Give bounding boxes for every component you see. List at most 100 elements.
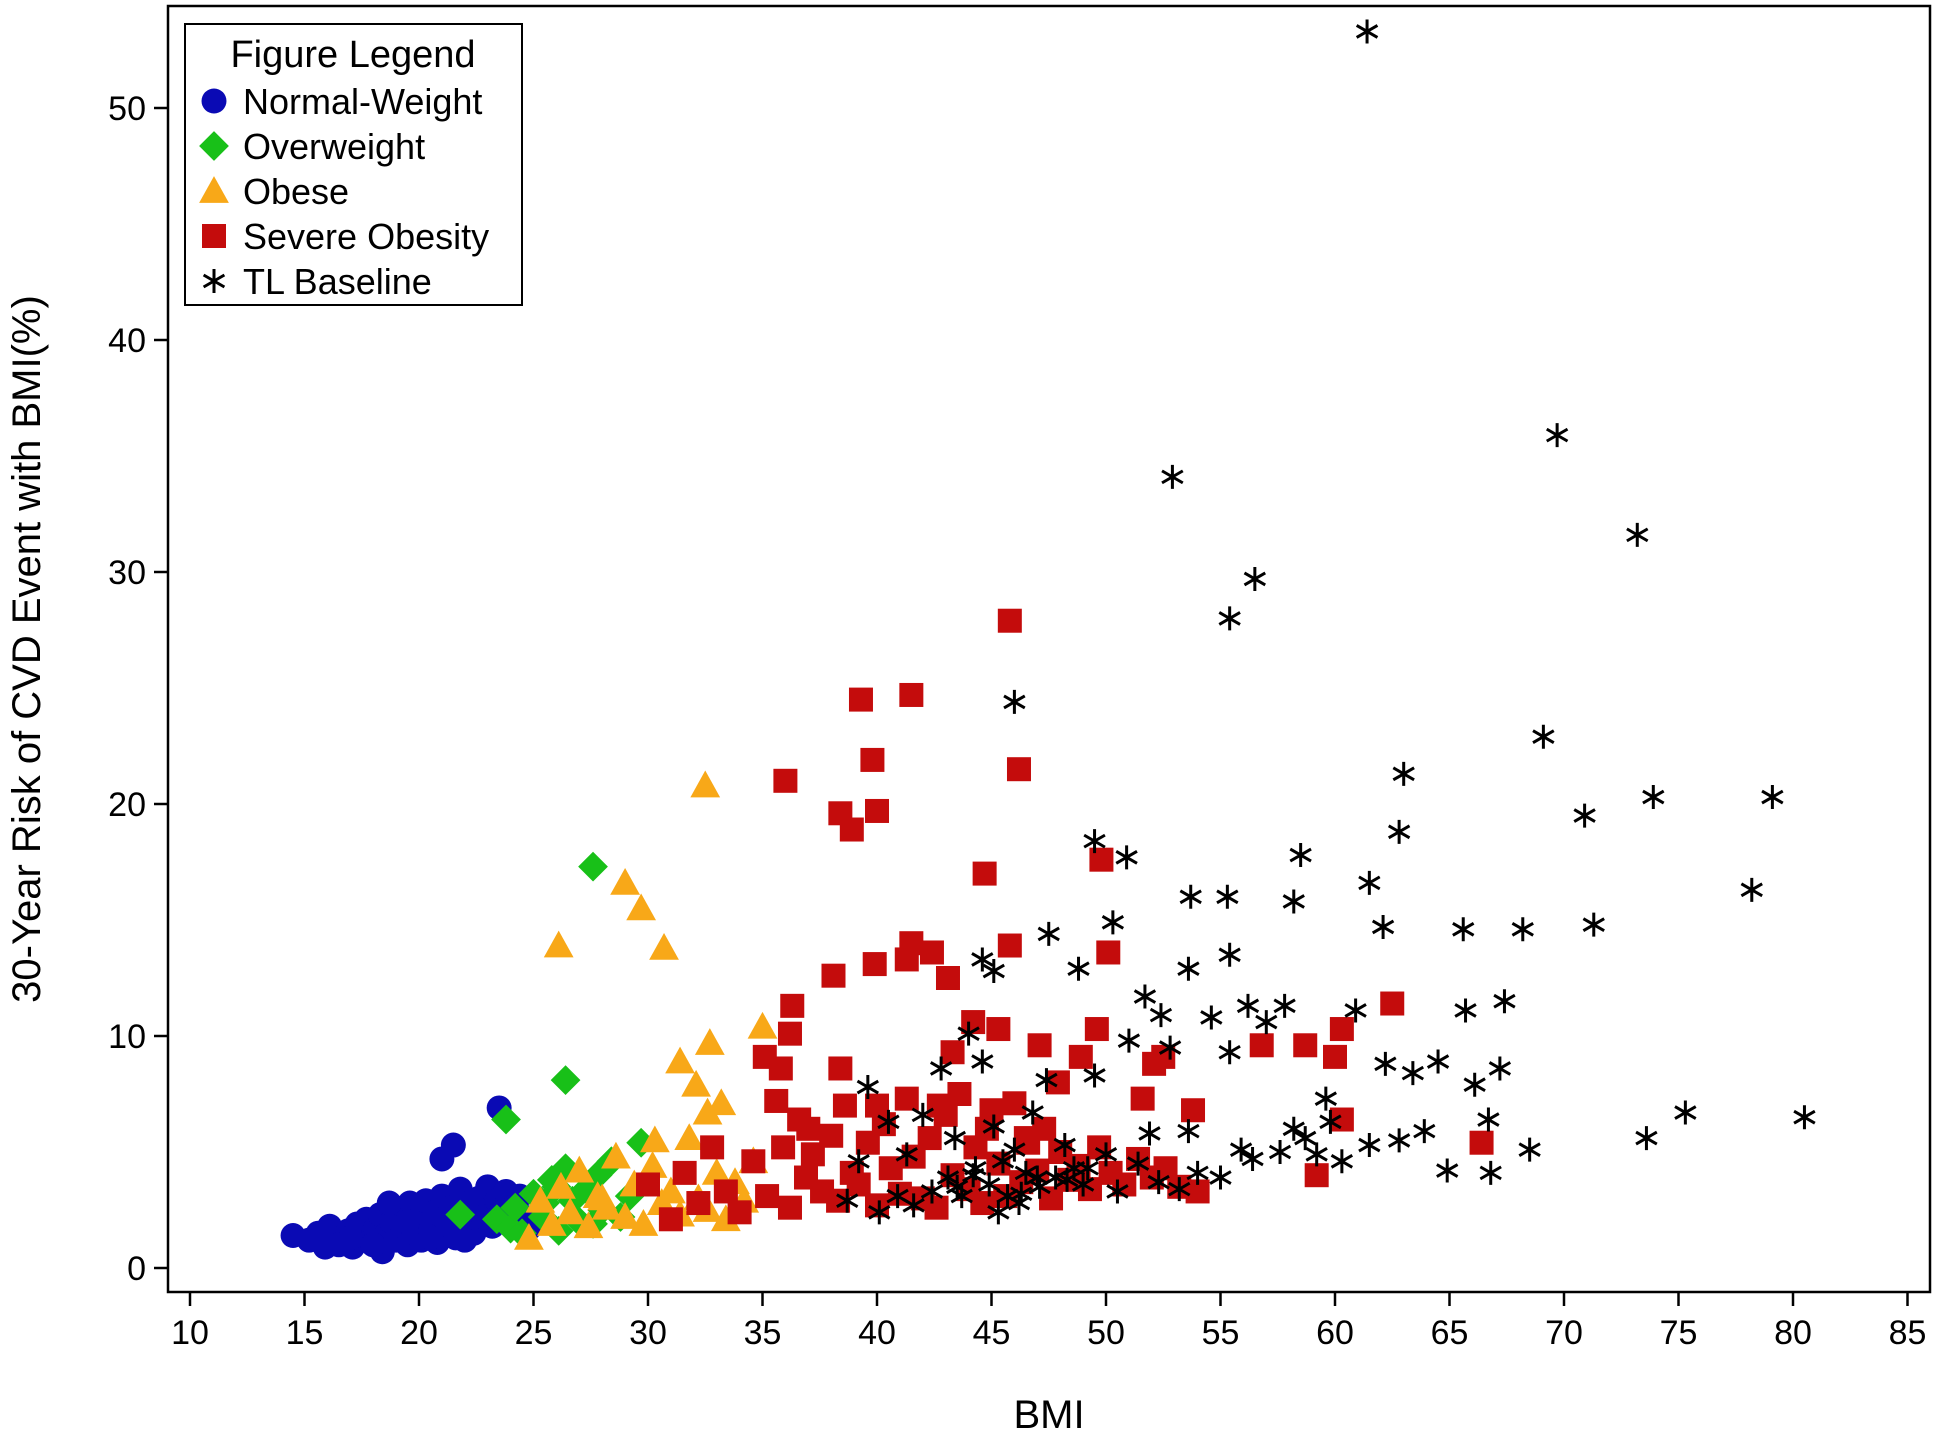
- data-point: [1314, 1086, 1337, 1111]
- x-tick-label: 70: [1545, 1314, 1583, 1352]
- data-point: [1249, 1033, 1274, 1058]
- data-point: [692, 1097, 723, 1125]
- data-point: [1282, 1116, 1305, 1141]
- data-point: [839, 817, 864, 842]
- x-axis: 10 15 20 25 30 35 40 45 50 55 60 65 70 75 80 85: [171, 1292, 1926, 1352]
- y-tick-label: 40: [108, 322, 146, 360]
- data-point: [1218, 1040, 1241, 1065]
- data-point: [587, 1183, 618, 1211]
- data-point: [1027, 1033, 1052, 1058]
- data-point: [1545, 423, 1569, 448]
- data-point: [514, 1222, 544, 1250]
- data-point: [1179, 884, 1202, 909]
- data-point: [1413, 1119, 1436, 1144]
- data-point: [982, 959, 1005, 984]
- data-point: [1488, 1056, 1512, 1081]
- data-point: [1014, 1160, 1037, 1185]
- data-point: [1436, 1158, 1459, 1183]
- x-tick-label: 15: [286, 1314, 324, 1352]
- data-point: [846, 1172, 871, 1197]
- series-obese: [514, 770, 778, 1250]
- data-point: [997, 933, 1022, 958]
- data-point: [856, 1075, 879, 1100]
- data-point: [1071, 1172, 1095, 1197]
- data-point: [1358, 870, 1381, 895]
- legend-item: Normal-Weight: [201, 81, 482, 122]
- data-point: [971, 1049, 994, 1074]
- data-point: [1083, 829, 1106, 854]
- data-point: [768, 1056, 793, 1081]
- data-point: [665, 1046, 695, 1074]
- data-point: [713, 1179, 738, 1204]
- data-point: [1323, 1044, 1347, 1069]
- data-point: [848, 687, 873, 712]
- legend-item: Severe Obesity: [202, 216, 489, 257]
- data-point: [1021, 1100, 1044, 1125]
- data-point: [1329, 1017, 1354, 1042]
- data-point: [1387, 1128, 1411, 1153]
- data-point: [1282, 889, 1305, 914]
- x-tick-label: 50: [1087, 1314, 1125, 1352]
- data-point: [1387, 819, 1411, 844]
- data-point: [1083, 1063, 1106, 1088]
- legend-title: Figure Legend: [230, 34, 475, 76]
- data-point: [1138, 1121, 1161, 1146]
- x-tick-label: 65: [1431, 1314, 1469, 1352]
- data-point: [773, 768, 798, 793]
- data-point: [1149, 1003, 1173, 1028]
- data-point: [1161, 464, 1184, 489]
- data-point: [836, 1188, 859, 1213]
- legend-box: [184, 23, 523, 306]
- data-point: [1106, 1179, 1129, 1204]
- data-point: [868, 1200, 891, 1225]
- data-point: [1392, 761, 1415, 786]
- legend-label: Obese: [243, 171, 349, 212]
- data-point: [1216, 884, 1239, 909]
- data-point: [706, 1088, 737, 1116]
- data-point: [1084, 1017, 1109, 1042]
- data-point: [578, 851, 608, 882]
- data-point: [943, 1126, 967, 1151]
- data-point: [525, 1185, 556, 1213]
- data-point: [860, 747, 885, 772]
- data-point: [865, 798, 889, 823]
- data-point: [1133, 984, 1157, 1009]
- data-point: [690, 770, 721, 798]
- legend-item: Overweight: [199, 126, 425, 167]
- data-point: [1006, 757, 1031, 782]
- legend-marker: [202, 269, 226, 293]
- data-point: [1255, 1010, 1278, 1035]
- data-point: [1319, 1109, 1342, 1134]
- data-point: [555, 1197, 586, 1225]
- data-point: [1115, 845, 1138, 870]
- data-point: [946, 1174, 969, 1199]
- data-point: [701, 1158, 732, 1185]
- data-point: [862, 952, 887, 977]
- data-point: [639, 1125, 670, 1153]
- data-point: [780, 993, 805, 1018]
- data-point: [1268, 1140, 1292, 1164]
- data-point: [1035, 1068, 1058, 1093]
- data-point: [571, 1174, 602, 1204]
- data-point: [819, 1123, 844, 1148]
- data-point: [832, 1093, 857, 1118]
- legend-marker: [201, 88, 227, 114]
- data-point: [1573, 803, 1596, 828]
- data-point: [1003, 1137, 1026, 1162]
- data-point: [899, 931, 924, 956]
- data-point: [991, 1149, 1015, 1174]
- data-point: [1117, 1028, 1141, 1053]
- data-point: [917, 1126, 942, 1151]
- data-point: [997, 608, 1022, 633]
- data-point: [1463, 1072, 1486, 1097]
- data-point: [564, 1155, 595, 1183]
- x-axis-title: BMI: [1013, 1393, 1084, 1437]
- data-point: [894, 1086, 919, 1111]
- y-tick-label: 30: [108, 554, 146, 592]
- data-point: [970, 1191, 995, 1216]
- data-point: [877, 1109, 900, 1134]
- data-point: [1158, 1035, 1182, 1060]
- data-point: [1493, 989, 1516, 1014]
- data-point: [796, 1116, 821, 1141]
